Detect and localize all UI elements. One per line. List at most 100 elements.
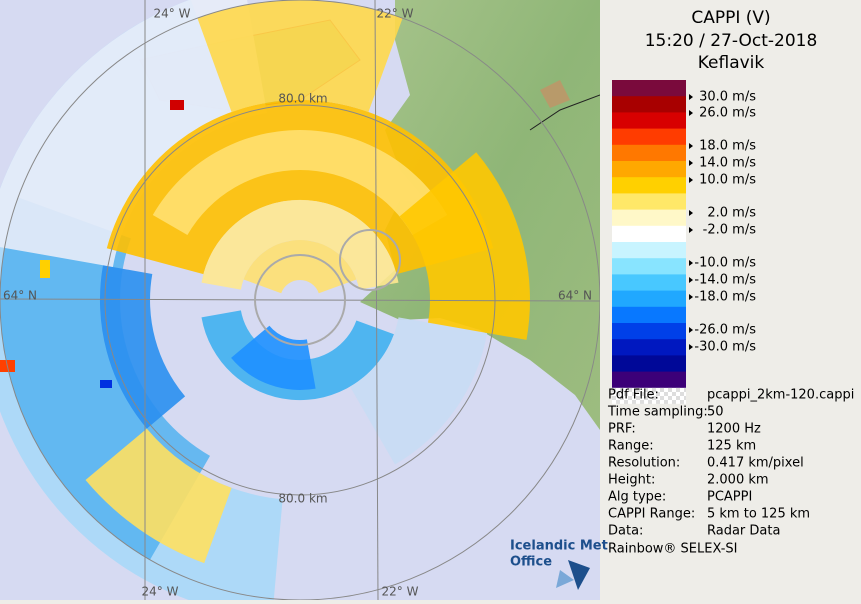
footer: Rainbow® SELEX-SI	[608, 542, 738, 557]
info-value: 125 km	[707, 439, 756, 454]
info-key: Alg type:	[608, 490, 666, 505]
map-label: 22° W	[382, 585, 419, 599]
map-grid: 24° W 22° W 80.0 km 64° N 64° N 80.0 km 24° W 2…	[0, 0, 600, 600]
legend-swatch	[612, 128, 686, 146]
legend-label: -2.0 m/s	[703, 223, 757, 238]
legend-swatch	[612, 225, 686, 243]
legend-tick	[689, 210, 693, 216]
legend-label: 30.0 m/s	[699, 90, 756, 105]
echo-band	[350, 317, 488, 465]
legend-tick	[689, 160, 693, 166]
range-ring	[339, 229, 401, 291]
legend-label: -18.0 m/s	[694, 290, 756, 305]
legend-tick	[689, 344, 693, 350]
logo: Icelandic Met Office	[510, 539, 608, 590]
legend-label: 2.0 m/s	[707, 206, 756, 221]
range-ring	[104, 104, 496, 496]
legend-swatch	[612, 161, 686, 178]
legend-swatch	[612, 355, 686, 373]
site-name: Keflavik	[698, 53, 765, 73]
map-label: 64° N	[3, 289, 37, 303]
info-value: 5 km to 125 km	[707, 507, 810, 522]
legend-tick	[689, 94, 693, 100]
echo-cell	[100, 380, 112, 388]
legend-tick	[689, 227, 693, 233]
logo-text: Icelandic Met	[510, 539, 608, 554]
map-label: 22° W	[377, 7, 414, 21]
info-key: Height:	[608, 473, 655, 488]
legend-swatch	[612, 306, 686, 324]
legend-label: 14.0 m/s	[699, 156, 756, 171]
info-value: Radar Data	[707, 524, 780, 539]
info-value: PCAPPI	[707, 490, 752, 505]
legend-label: 10.0 m/s	[699, 173, 756, 188]
range-ring	[254, 254, 346, 346]
color-legend: 30.0 m/s26.0 m/s 18.0 m/s 14.0 m/s 10.0 m/s…	[612, 80, 756, 404]
legend-tick	[689, 177, 693, 183]
legend-swatch	[612, 177, 686, 194]
info-key: Time sampling:	[607, 405, 708, 420]
info-value: pcappi_2km-120.cappi	[707, 388, 854, 403]
echo-band	[152, 130, 448, 235]
map-label: 24° W	[142, 585, 179, 599]
legend-swatch	[612, 339, 686, 356]
echo-band	[243, 239, 357, 294]
info-value: 1200 Hz	[707, 422, 761, 437]
legend-swatch	[612, 193, 686, 211]
legend-tick	[689, 294, 693, 300]
legend-label: 18.0 m/s	[699, 139, 756, 154]
info-value: 2.000 km	[707, 473, 769, 488]
legend-swatch	[612, 96, 686, 113]
legend-swatch	[612, 209, 686, 227]
echo-band	[85, 428, 232, 564]
legend-tick	[689, 277, 693, 283]
info-key: CAPPI Range:	[608, 507, 695, 522]
echo-band	[106, 99, 494, 275]
legend-swatch	[612, 323, 686, 340]
legend-swatch	[612, 80, 686, 97]
legend-swatch	[612, 274, 686, 292]
legend-swatch	[612, 371, 686, 389]
echo-band	[399, 152, 530, 340]
echo-band	[99, 265, 186, 429]
echo-band	[231, 325, 316, 390]
legend-tick	[689, 110, 693, 116]
map-label: 24° W	[154, 7, 191, 21]
map-label: 80.0 km	[278, 92, 327, 106]
echo-band	[201, 199, 399, 290]
title: CAPPI (V)	[691, 8, 770, 28]
map-label: 80.0 km	[278, 492, 327, 506]
info-key: Pdf File:	[608, 388, 659, 403]
radar-echoes	[0, 0, 530, 600]
legend-swatch	[612, 290, 686, 308]
legend-swatch	[612, 387, 686, 404]
info-table: Pdf File: pcappi_2km-120.cappi Time sampli…	[607, 388, 854, 539]
legend-tick	[689, 143, 693, 149]
legend-label: -30.0 m/s	[694, 340, 756, 355]
parallel	[0, 298, 600, 302]
logo-text: Office	[510, 555, 552, 570]
logo-mark	[568, 560, 590, 590]
info-value: 0.417 km/pixel	[707, 456, 804, 471]
info-value: 50	[707, 405, 724, 420]
echo-band	[0, 0, 267, 267]
info-key: Resolution:	[608, 456, 680, 471]
legend-label: 26.0 m/s	[699, 106, 756, 121]
legend-tick	[689, 327, 693, 333]
timestamp: 15:20 / 27-Oct-2018	[645, 31, 818, 51]
echo-cell	[40, 260, 50, 278]
legend-swatch	[612, 112, 686, 130]
coastline	[529, 94, 600, 131]
map-label: 64° N	[558, 289, 592, 303]
info-key: Data:	[608, 524, 643, 539]
legend-swatch	[612, 258, 686, 275]
logo-mark	[556, 570, 574, 588]
legend-label: -10.0 m/s	[694, 256, 756, 271]
info-key: PRF:	[608, 422, 636, 437]
echo-cell	[170, 100, 184, 110]
legend-label: -26.0 m/s	[694, 323, 756, 338]
legend-label: -14.0 m/s	[694, 273, 756, 288]
legend-tick	[689, 260, 693, 266]
legend-swatch	[612, 144, 686, 162]
